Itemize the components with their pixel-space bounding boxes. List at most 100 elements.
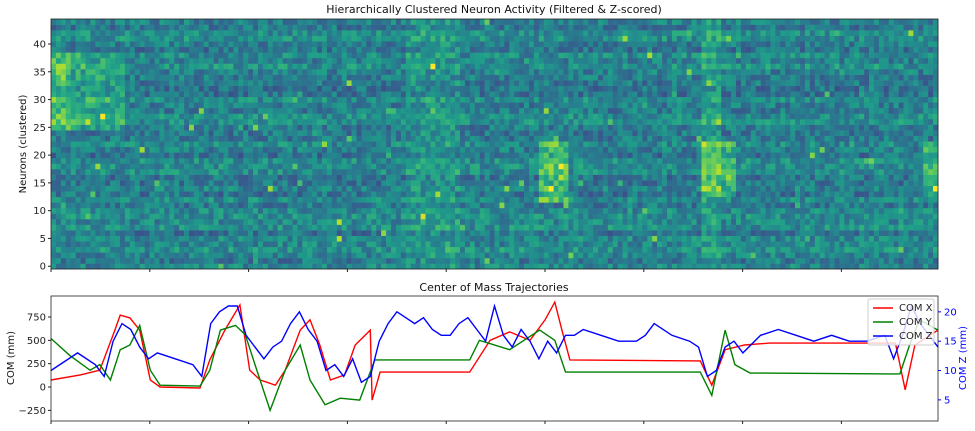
heatmap-cell [602, 219, 609, 225]
heatmap-cell [809, 174, 816, 181]
heatmap-cell [869, 163, 875, 170]
heatmap-cell [662, 119, 668, 125]
heatmap-cell [164, 191, 170, 198]
heatmap-cell [95, 130, 101, 136]
heatmap-cell [765, 196, 771, 203]
heatmap-cell [775, 169, 781, 175]
heatmap-cell [790, 263, 796, 270]
heatmap-cell [223, 174, 229, 181]
heatmap-cell [602, 207, 609, 214]
heatmap-cell [721, 191, 727, 198]
heatmap-cell [307, 213, 313, 220]
heatmap-cell [681, 263, 687, 270]
heatmap-cell [405, 202, 412, 209]
heatmap-cell [854, 180, 860, 186]
heatmap-cell [706, 235, 712, 242]
heatmap-cell [179, 191, 185, 198]
heatmap-cell [524, 263, 530, 270]
heatmap-cell [124, 119, 131, 125]
heatmap-cell [149, 169, 155, 175]
heatmap-cell [395, 257, 402, 264]
heatmap-cell [262, 202, 269, 209]
heatmap-cell [134, 263, 140, 270]
heatmap-cell [666, 202, 673, 209]
heatmap-cell [405, 219, 412, 225]
heatmap-cell [538, 213, 545, 220]
heatmap-cell [790, 163, 796, 170]
heatmap-cell [612, 174, 618, 181]
heatmap-cell [913, 174, 919, 181]
heatmap-cell [134, 119, 140, 125]
heatmap-cell [735, 207, 742, 214]
heatmap-cell [642, 163, 648, 170]
heatmap-cell [253, 196, 259, 203]
heatmap-cell [637, 246, 643, 253]
heatmap-cell [440, 130, 446, 136]
heatmap-cell [499, 146, 505, 153]
heatmap-cell [681, 124, 687, 131]
heatmap-cell [809, 141, 816, 148]
heatmap-cell [676, 241, 683, 248]
heatmap-cell [652, 152, 658, 159]
heatmap-cell [381, 241, 387, 248]
heatmap-cell [257, 219, 264, 225]
heatmap-cell [400, 157, 407, 164]
heatmap-cell [770, 213, 776, 220]
heatmap-cell [854, 224, 860, 231]
heatmap-cell [376, 246, 382, 253]
heatmap-cell [597, 113, 604, 120]
heatmap-cell [548, 135, 554, 142]
heatmap-cell [464, 263, 471, 270]
heatmap-cell [322, 157, 328, 164]
heatmap-cell [277, 113, 283, 120]
heatmap-cell [755, 157, 761, 164]
heatmap-cell [583, 196, 589, 203]
heatmap-cell [218, 257, 224, 264]
heatmap-cell [184, 263, 190, 270]
heatmap-cell [869, 185, 875, 192]
heatmap-cell [292, 219, 298, 225]
heatmap-cell [193, 146, 200, 153]
heatmap-cell [893, 124, 899, 131]
heatmap-cell [528, 230, 535, 236]
heatmap-cell [366, 135, 372, 142]
heatmap-cell [312, 207, 318, 214]
heatmap-cell [139, 124, 145, 131]
heatmap-cell [671, 246, 678, 253]
heatmap-cell [218, 252, 224, 259]
heatmap-cell [489, 191, 495, 198]
heatmap-cell [75, 224, 81, 231]
heatmap-cell [563, 163, 569, 170]
heatmap-cell [568, 135, 574, 142]
heatmap-cell [159, 157, 165, 164]
heatmap-cell [553, 263, 559, 270]
heatmap-cell [809, 196, 816, 203]
heatmap-cell [721, 180, 727, 186]
heatmap-cell [223, 219, 229, 225]
heatmap-cell [267, 169, 274, 175]
heatmap-cell [223, 130, 229, 136]
heatmap-cell [819, 219, 825, 225]
heatmap-cell [755, 235, 761, 242]
heatmap-cell [336, 219, 343, 225]
heatmap-cell [223, 202, 229, 209]
heatmap-cell [445, 252, 451, 259]
heatmap-cell [908, 157, 914, 164]
heatmap-cell [188, 213, 195, 220]
heatmap-cell [179, 263, 185, 270]
heatmap-cell [524, 202, 530, 209]
heatmap-cell [686, 113, 692, 120]
heatmap-cell [395, 152, 402, 159]
heatmap-cell [775, 124, 781, 131]
heatmap-cell [70, 219, 76, 225]
heatmap-cell [765, 257, 771, 264]
heatmap-cell [341, 141, 347, 148]
heatmap-cell [647, 246, 653, 253]
heatmap-cell [119, 157, 126, 164]
heatmap-cell [139, 224, 145, 231]
heatmap-cell [553, 152, 559, 159]
heatmap-cell [839, 235, 845, 242]
heatmap-cell [144, 146, 150, 153]
heatmap-cell [124, 163, 131, 170]
heatmap-cell [267, 196, 274, 203]
